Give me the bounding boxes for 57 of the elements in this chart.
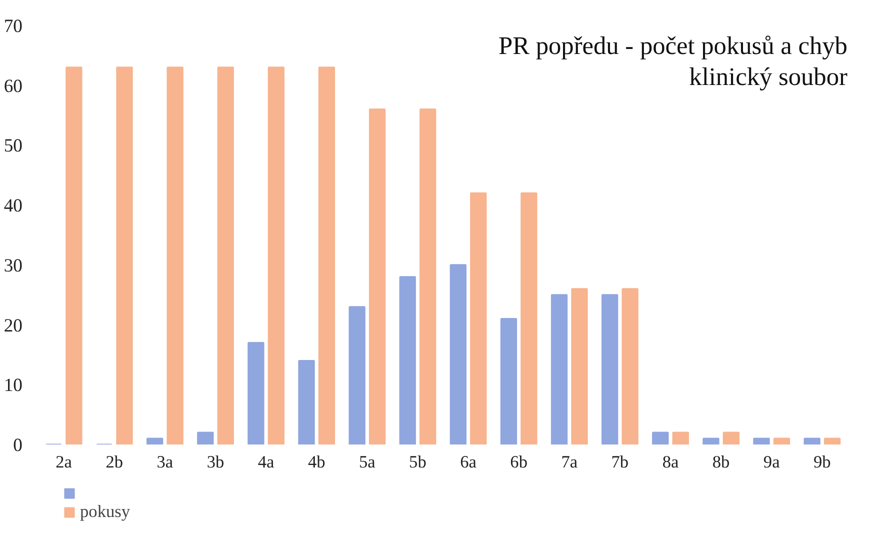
x-tick-label: 8a (662, 452, 679, 472)
bar (804, 438, 820, 444)
x-tick-label: 7b (611, 452, 629, 472)
bar (602, 294, 618, 444)
y-tick-label: 10 (4, 375, 22, 396)
bar (248, 342, 264, 444)
y-tick-label: 20 (4, 315, 22, 336)
y-tick-label: 30 (4, 255, 22, 276)
bar (66, 66, 82, 444)
y-tick-label: 50 (4, 136, 22, 157)
bar (399, 276, 416, 444)
y-tick-label: 60 (4, 76, 22, 97)
bar (197, 432, 214, 444)
bar (318, 66, 336, 444)
bar (702, 438, 720, 444)
x-tick-label: 5b (409, 452, 426, 472)
y-tick-label: 70 (4, 16, 22, 37)
legend-label: pokusy (80, 502, 130, 522)
bar (116, 66, 133, 444)
x-tick-label: 3b (206, 452, 224, 472)
bar (722, 432, 740, 444)
bar (773, 438, 790, 444)
bar (652, 432, 669, 444)
bar (550, 294, 568, 444)
x-tick-label: 6a (460, 452, 477, 472)
x-tick-label: 6b (510, 452, 528, 472)
bar (217, 66, 234, 444)
bar (268, 66, 284, 444)
bar (500, 318, 518, 444)
bar (348, 306, 366, 444)
x-tick-label: 2a (56, 452, 72, 472)
bar (470, 192, 487, 444)
bar (753, 438, 770, 444)
x-tick-label: 4a (258, 452, 275, 472)
y-tick-label: 0 (13, 435, 22, 456)
x-tick-label: 5a (358, 452, 376, 472)
x-tick-label: 7a (561, 452, 578, 472)
y-tick-label: 40 (4, 196, 22, 217)
x-tick-label: 8b (712, 452, 730, 472)
bar (450, 264, 466, 444)
bar (571, 288, 588, 444)
x-tick-label: 3a (156, 452, 174, 472)
bar (520, 192, 538, 444)
bar (420, 108, 436, 444)
bar (166, 66, 184, 444)
chart-title: PR popředu - počet pokusů a chyb (498, 32, 848, 60)
bar (146, 438, 164, 444)
x-tick-label: 9b (814, 452, 831, 472)
x-tick-label: 4b (308, 452, 326, 472)
text: klinický soubor (689, 63, 848, 92)
bar (672, 432, 689, 444)
x-tick-label: 9a (763, 452, 780, 472)
x-tick-label: 2b (106, 452, 124, 472)
bar (622, 288, 638, 444)
bar (824, 438, 841, 444)
bar (368, 108, 386, 444)
bar (298, 360, 315, 444)
